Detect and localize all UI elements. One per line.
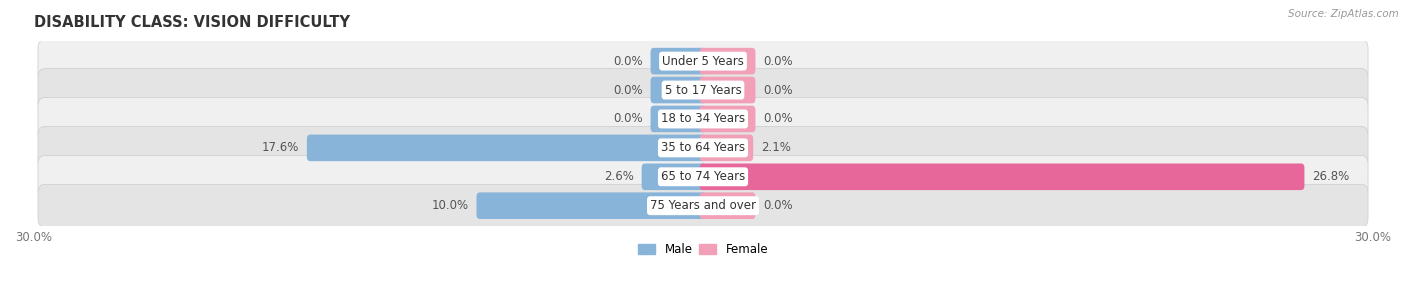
Text: Under 5 Years: Under 5 Years <box>662 55 744 68</box>
Text: Source: ZipAtlas.com: Source: ZipAtlas.com <box>1288 9 1399 19</box>
FancyBboxPatch shape <box>651 48 706 74</box>
FancyBboxPatch shape <box>700 77 755 103</box>
FancyBboxPatch shape <box>651 77 706 103</box>
Text: 10.0%: 10.0% <box>432 199 468 212</box>
FancyBboxPatch shape <box>700 163 1305 190</box>
FancyBboxPatch shape <box>700 192 755 219</box>
Text: 0.0%: 0.0% <box>613 55 643 68</box>
FancyBboxPatch shape <box>700 135 754 161</box>
Text: 0.0%: 0.0% <box>763 199 793 212</box>
Text: 18 to 34 Years: 18 to 34 Years <box>661 113 745 125</box>
FancyBboxPatch shape <box>38 155 1368 198</box>
FancyBboxPatch shape <box>38 127 1368 169</box>
Text: 2.1%: 2.1% <box>761 142 792 154</box>
FancyBboxPatch shape <box>38 98 1368 140</box>
FancyBboxPatch shape <box>700 48 755 74</box>
Legend: Male, Female: Male, Female <box>633 238 773 261</box>
Text: 0.0%: 0.0% <box>763 55 793 68</box>
FancyBboxPatch shape <box>38 40 1368 83</box>
FancyBboxPatch shape <box>38 69 1368 111</box>
Text: 5 to 17 Years: 5 to 17 Years <box>665 84 741 97</box>
Text: 0.0%: 0.0% <box>613 84 643 97</box>
Text: 75 Years and over: 75 Years and over <box>650 199 756 212</box>
FancyBboxPatch shape <box>641 163 706 190</box>
Text: 2.6%: 2.6% <box>605 170 634 183</box>
Text: 0.0%: 0.0% <box>613 113 643 125</box>
FancyBboxPatch shape <box>477 192 706 219</box>
Text: 65 to 74 Years: 65 to 74 Years <box>661 170 745 183</box>
Text: 26.8%: 26.8% <box>1312 170 1350 183</box>
FancyBboxPatch shape <box>700 106 755 132</box>
FancyBboxPatch shape <box>38 184 1368 227</box>
Text: 35 to 64 Years: 35 to 64 Years <box>661 142 745 154</box>
Text: 17.6%: 17.6% <box>262 142 299 154</box>
Text: 0.0%: 0.0% <box>763 84 793 97</box>
Text: 0.0%: 0.0% <box>763 113 793 125</box>
FancyBboxPatch shape <box>307 135 706 161</box>
Text: DISABILITY CLASS: VISION DIFFICULTY: DISABILITY CLASS: VISION DIFFICULTY <box>34 15 350 30</box>
FancyBboxPatch shape <box>651 106 706 132</box>
